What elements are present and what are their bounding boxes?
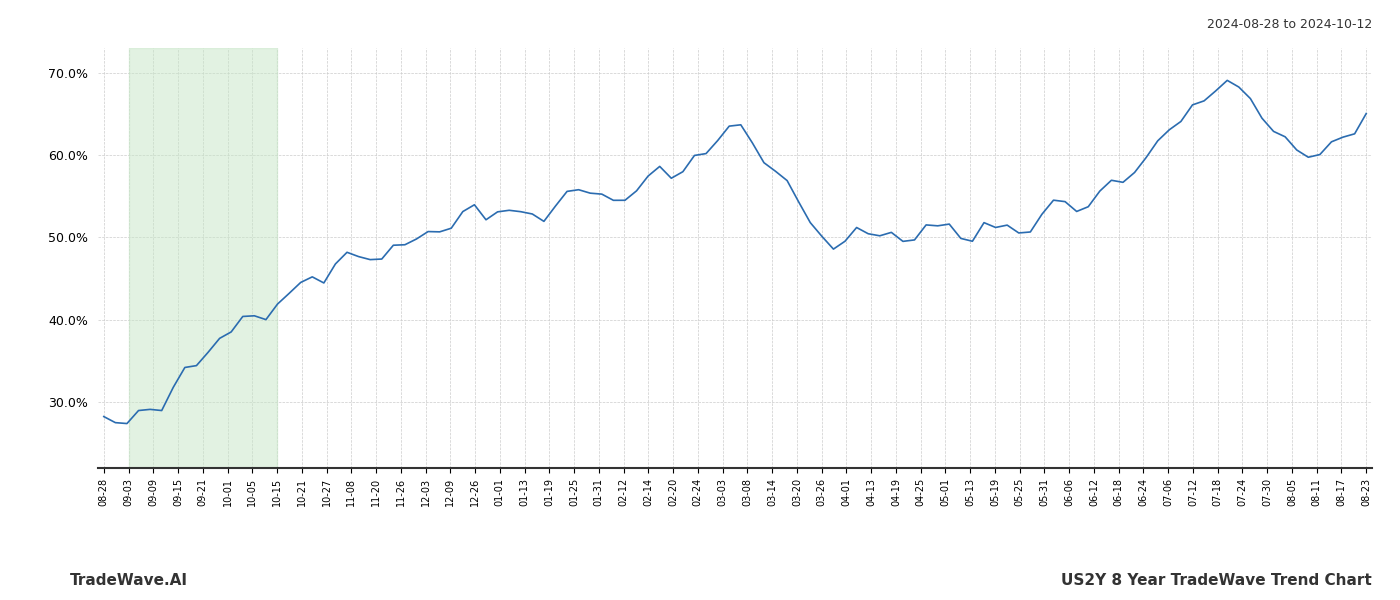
- Bar: [129, 48, 277, 468]
- Text: 2024-08-28 to 2024-10-12: 2024-08-28 to 2024-10-12: [1207, 18, 1372, 31]
- Text: US2Y 8 Year TradeWave Trend Chart: US2Y 8 Year TradeWave Trend Chart: [1061, 573, 1372, 588]
- Text: TradeWave.AI: TradeWave.AI: [70, 573, 188, 588]
